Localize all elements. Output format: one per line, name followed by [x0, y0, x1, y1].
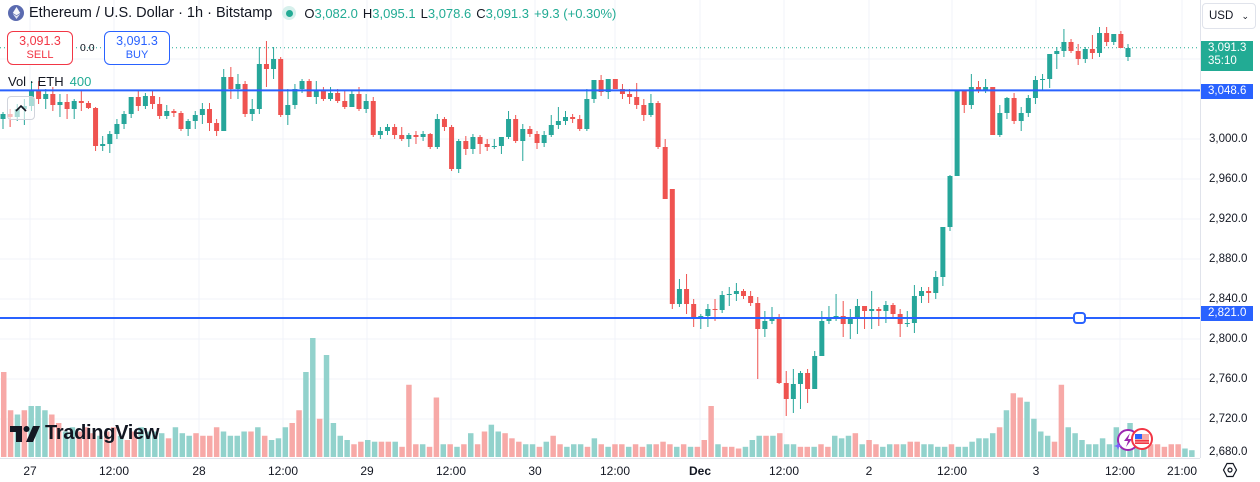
price-change: +9.3 (+0.30%) [534, 5, 617, 21]
time-label: 2 [865, 464, 873, 478]
horizontal-line-label-lower[interactable]: 2,821.0 [1201, 306, 1253, 321]
symbol-legend: Ethereum / U.S. Dollar · 1h · Bitstamp O… [8, 5, 616, 21]
time-label: 12:00 [768, 464, 800, 478]
tradingview-logo-text: TradingView [45, 422, 160, 444]
candlestick-chart[interactable] [0, 0, 1200, 458]
tradingview-logo[interactable]: TradingView [10, 422, 159, 445]
ohlc-close: C3,091.3 [476, 5, 529, 21]
price-tick: 2,720.0 [1209, 413, 1248, 425]
price-tick: 3,000.0 [1209, 133, 1248, 145]
time-label: 30 [528, 464, 542, 478]
time-label: 12:00 [1104, 464, 1136, 478]
line-drag-handle[interactable] [1073, 312, 1086, 324]
time-label: 12:00 [267, 464, 299, 478]
time-label: 12:00 [936, 464, 968, 478]
volume-value: 400 [69, 74, 92, 89]
chart-settings-button[interactable] [1221, 461, 1239, 479]
market-open-status-icon [282, 6, 297, 20]
bar-countdown: 35:10 [1208, 55, 1237, 67]
price-tick: 2,920.0 [1209, 213, 1248, 225]
us-flag-event-icon[interactable] [1131, 428, 1153, 450]
sell-button[interactable]: 3,091.3 SELL [7, 31, 73, 65]
buy-price: 3,091.3 [116, 34, 158, 48]
time-label: Dec [688, 464, 712, 478]
ohlc-high: H3,095.1 [362, 5, 416, 21]
buy-label: BUY [125, 49, 149, 61]
price-tick: 2,800.0 [1209, 333, 1248, 345]
volume-legend[interactable]: Vol · ETH 400 [8, 74, 91, 89]
time-label: 12:00 [98, 464, 130, 478]
ohlc-low: L3,078.6 [420, 5, 472, 21]
last-price-value: 3,091.3 [1208, 42, 1247, 54]
currency-selector[interactable]: USD ⌄ [1202, 3, 1256, 29]
price-tick: 2,960.0 [1209, 173, 1248, 185]
price-tick: 2,880.0 [1209, 253, 1248, 265]
time-label: 12:00 [435, 464, 467, 478]
time-label: 29 [360, 464, 374, 478]
price-tick: 2,680.0 [1209, 446, 1248, 458]
time-label: 21:00 [1166, 464, 1198, 478]
buy-button[interactable]: 3,091.3 BUY [104, 31, 170, 65]
time-label: 3 [1032, 464, 1040, 478]
horizontal-line-label-upper[interactable]: 3,048.6 [1201, 84, 1253, 99]
spread-value: 0.0 [80, 42, 95, 54]
time-axis[interactable] [0, 458, 1200, 482]
volume-label: Vol · ETH [8, 74, 64, 89]
last-price-label: 3,091.3 35:10 [1201, 41, 1253, 71]
time-label: 27 [23, 464, 37, 478]
sell-price: 3,091.3 [19, 34, 61, 48]
time-label: 28 [192, 464, 206, 478]
sell-label: SELL [26, 49, 54, 61]
currency-value: USD [1209, 10, 1234, 22]
chevron-down-icon: ⌄ [1241, 10, 1249, 21]
chart-plot-area[interactable] [0, 0, 1200, 458]
price-tick: 2,840.0 [1209, 293, 1248, 305]
symbol-title[interactable]: Ethereum / U.S. Dollar · 1h · Bitstamp [29, 5, 273, 21]
chevron-up-icon [15, 104, 27, 112]
price-axis[interactable] [1200, 0, 1260, 458]
ohlc-open: O3,082.0 [304, 5, 358, 21]
economic-events-markers[interactable] [1112, 427, 1156, 453]
tradingview-logo-icon [10, 425, 40, 442]
ethereum-logo-icon [8, 5, 24, 21]
grid-lines [0, 0, 1200, 458]
collapse-legend-button[interactable] [7, 96, 35, 120]
settings-hexagon-icon [1222, 462, 1238, 478]
time-label: 12:00 [599, 464, 631, 478]
price-tick: 2,760.0 [1209, 373, 1248, 385]
volume-bars [1, 338, 1195, 457]
candles [0, 27, 1131, 416]
